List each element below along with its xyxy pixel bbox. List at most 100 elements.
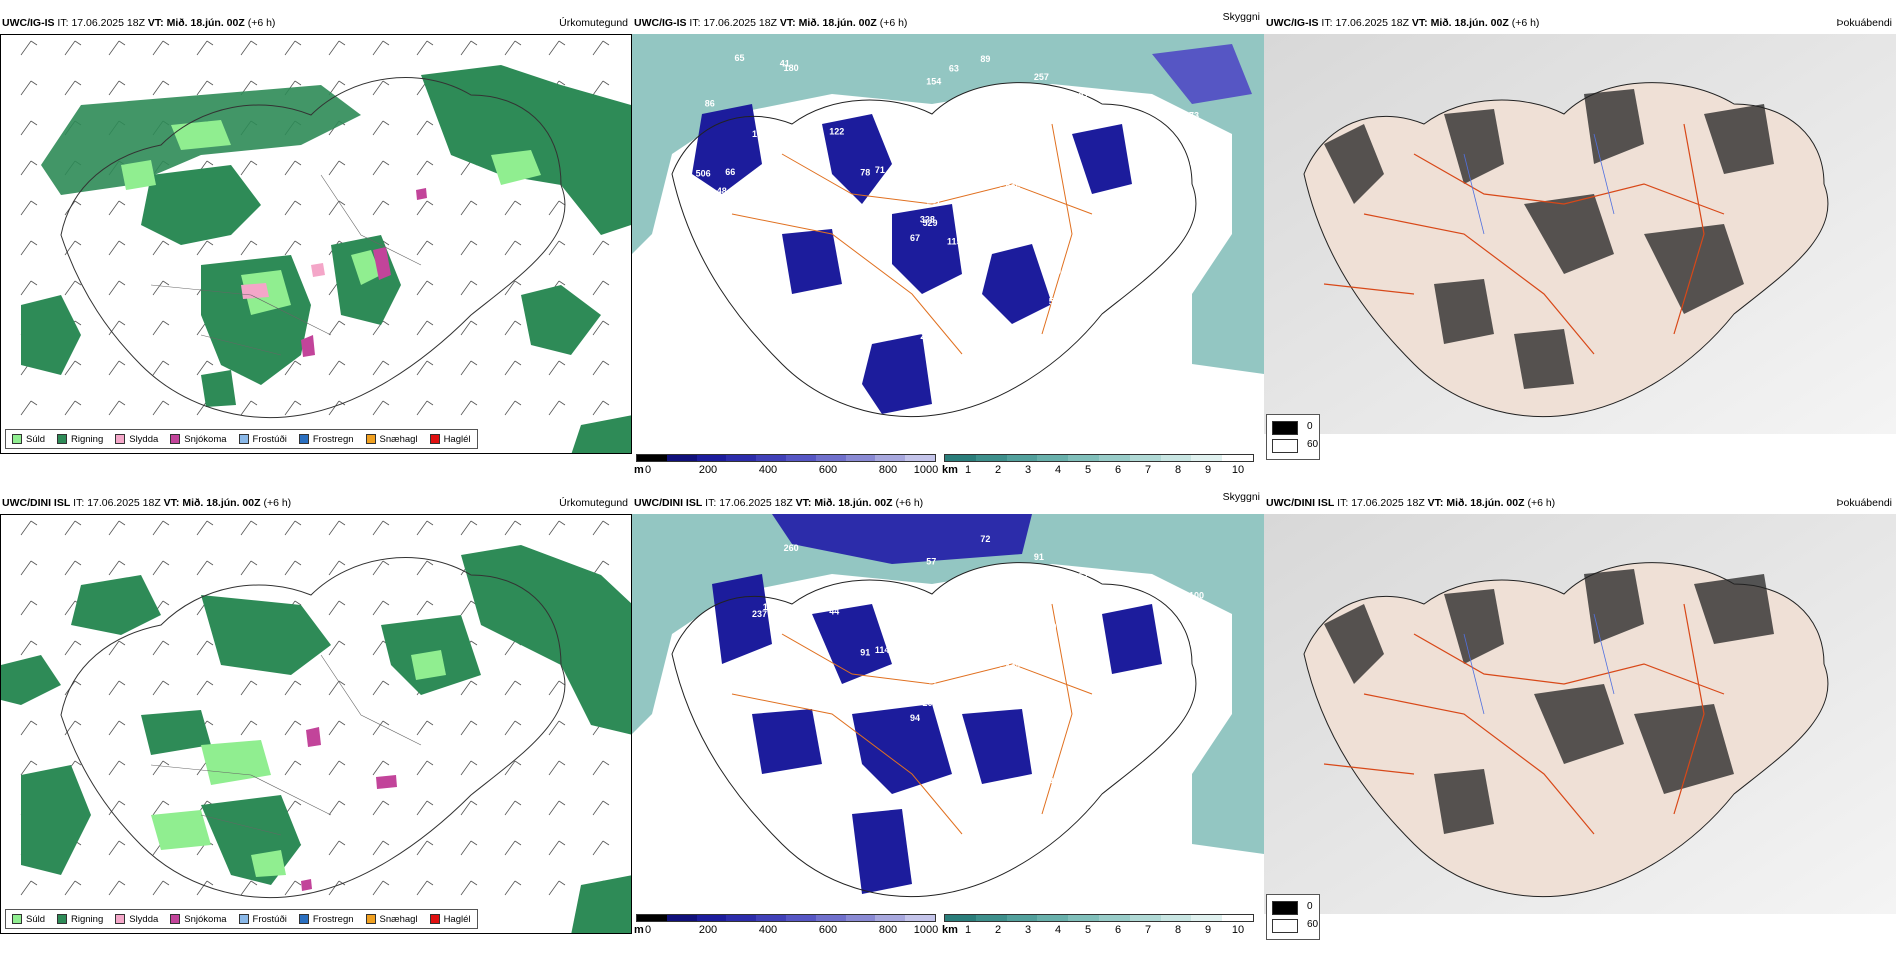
wind-barb-flag <box>338 760 346 766</box>
visibility-value-label: 529 <box>923 218 938 228</box>
wind-barb <box>592 320 604 336</box>
precip-map[interactable]: Súld Rigning Slydda Snjókoma Frostúði Fr… <box>0 514 632 934</box>
legend-item: Slydda <box>115 434 158 445</box>
wind-barb <box>64 80 76 96</box>
wind-barb-flag <box>294 600 302 606</box>
wind-barb-flag <box>338 720 346 726</box>
visibility-value-label: 145 <box>1041 580 1056 590</box>
wind-barb <box>548 400 560 416</box>
wind-barb <box>240 720 252 736</box>
visibility-map[interactable]: 115 105 529 187 194 251 257 316 336 73 180 83 140 73 6… <box>632 34 1264 434</box>
wind-barb <box>108 760 120 776</box>
wind-barb-flag <box>338 680 346 686</box>
wind-barb-flag <box>250 240 258 246</box>
wind-barb-flag <box>602 560 610 566</box>
wind-barb <box>416 520 428 536</box>
precip-map[interactable]: Súld Rigning Slydda Snjókoma Frostúði Fr… <box>0 34 632 454</box>
visibility-value-label: 70 <box>733 361 743 371</box>
colorbar-bin <box>815 915 846 921</box>
panel-fog-dini: UWC/DINI ISL IT: 17.06.2025 18Z VT: Mið.… <box>1264 492 1896 957</box>
visibility-value-label: 163 <box>1006 663 1021 673</box>
visibility-value-label: 130 <box>1041 622 1056 632</box>
wind-barb <box>504 400 516 416</box>
visibility-map[interactable]: 400 237 207 149 109 203 91 106 145 232 260 276 115 10… <box>632 514 1264 914</box>
wind-barb-flag <box>426 200 434 206</box>
wind-barb <box>460 160 472 176</box>
visibility-value-label: 147 <box>977 638 992 648</box>
wind-barb <box>108 680 120 696</box>
legend-item: Rigning <box>57 914 103 925</box>
wind-barb <box>64 520 76 536</box>
legend-swatch <box>115 434 126 444</box>
wind-barb <box>504 720 516 736</box>
wind-barb <box>20 760 32 776</box>
wind-barb-flag <box>118 240 126 246</box>
fog-legend-swatch-high <box>1272 421 1298 435</box>
visibility-value-labels: 115 105 529 187 194 251 257 316 336 73 180 83 140 73 6… <box>696 53 1199 393</box>
wind-barb-flag <box>162 320 170 326</box>
visibility-value-label: 85 <box>804 660 814 670</box>
wind-barb-flag <box>338 40 346 46</box>
wind-barb <box>592 280 604 296</box>
fog-map[interactable] <box>1264 34 1896 434</box>
wind-barb <box>152 400 164 416</box>
wind-barb-flag <box>514 800 522 806</box>
wind-barb <box>64 240 76 256</box>
wind-barb-flag <box>118 880 126 886</box>
wind-barb <box>372 880 384 896</box>
wind-barb <box>196 360 208 376</box>
wind-barb-flag <box>118 720 126 726</box>
wind-barb <box>592 840 604 856</box>
wind-barb <box>328 760 340 776</box>
wind-barb-flag <box>74 320 82 326</box>
wind-barb <box>240 680 252 696</box>
wind-barb-flag <box>250 400 258 406</box>
wind-barb-flag <box>118 200 126 206</box>
visibility-value-label: 50 <box>1049 297 1059 307</box>
visibility-value-label: 70 <box>1189 157 1199 167</box>
visibility-value-label: 38 <box>837 212 847 222</box>
wind-barb <box>504 640 516 656</box>
panel-precip-dini: UWC/DINI ISL IT: 17.06.2025 18Z VT: Mið.… <box>0 492 632 957</box>
wind-barb <box>284 880 296 896</box>
visibility-value-label: 48 <box>717 186 727 196</box>
wind-barb <box>460 600 472 616</box>
wind-barb <box>196 80 208 96</box>
wind-barb <box>328 840 340 856</box>
wind-barb <box>196 680 208 696</box>
wind-barb-flag <box>470 680 478 686</box>
fog-map[interactable] <box>1264 514 1896 914</box>
wind-barb-flag <box>426 360 434 366</box>
wind-barb-flag <box>558 800 566 806</box>
wind-barb-flag <box>206 520 214 526</box>
wind-barb <box>284 360 296 376</box>
wind-barb <box>240 400 252 416</box>
wind-barb-flag <box>74 680 82 686</box>
wind-barb <box>196 40 208 56</box>
visibility-value-label: 237 <box>752 609 767 619</box>
wind-barb-flag <box>338 560 346 566</box>
visibility-value-label: 206 <box>1006 183 1021 193</box>
wind-barb <box>592 240 604 256</box>
visibility-m-colorbar: m 0 200 400 600 800 1000 <box>634 454 938 484</box>
panel-visibility-dini: UWC/DINI ISL IT: 17.06.2025 18Z VT: Mið.… <box>632 491 1264 957</box>
wind-barb <box>460 400 472 416</box>
wind-barb-flag <box>162 800 170 806</box>
wind-barb-flag <box>426 120 434 126</box>
visibility-value-label: 73 <box>983 212 993 222</box>
wind-barb-flag <box>558 360 566 366</box>
wind-barb <box>240 520 252 536</box>
wind-barb <box>372 680 384 696</box>
wind-barb <box>372 640 384 656</box>
wind-barb-flag <box>514 880 522 886</box>
legend-swatch <box>238 914 249 924</box>
visibility-value-label: 27 <box>739 863 749 873</box>
fog-legend-swatch-low <box>1272 919 1298 933</box>
wind-barb-flag <box>514 400 522 406</box>
wind-barb <box>372 600 384 616</box>
visibility-km-colorbar: km 1 2 3 4 5 6 7 8 9 10 <box>942 454 1254 484</box>
legend-swatch <box>365 914 376 924</box>
wind-barb-flag <box>162 520 170 526</box>
wind-barb <box>284 760 296 776</box>
wind-barb <box>240 160 252 176</box>
